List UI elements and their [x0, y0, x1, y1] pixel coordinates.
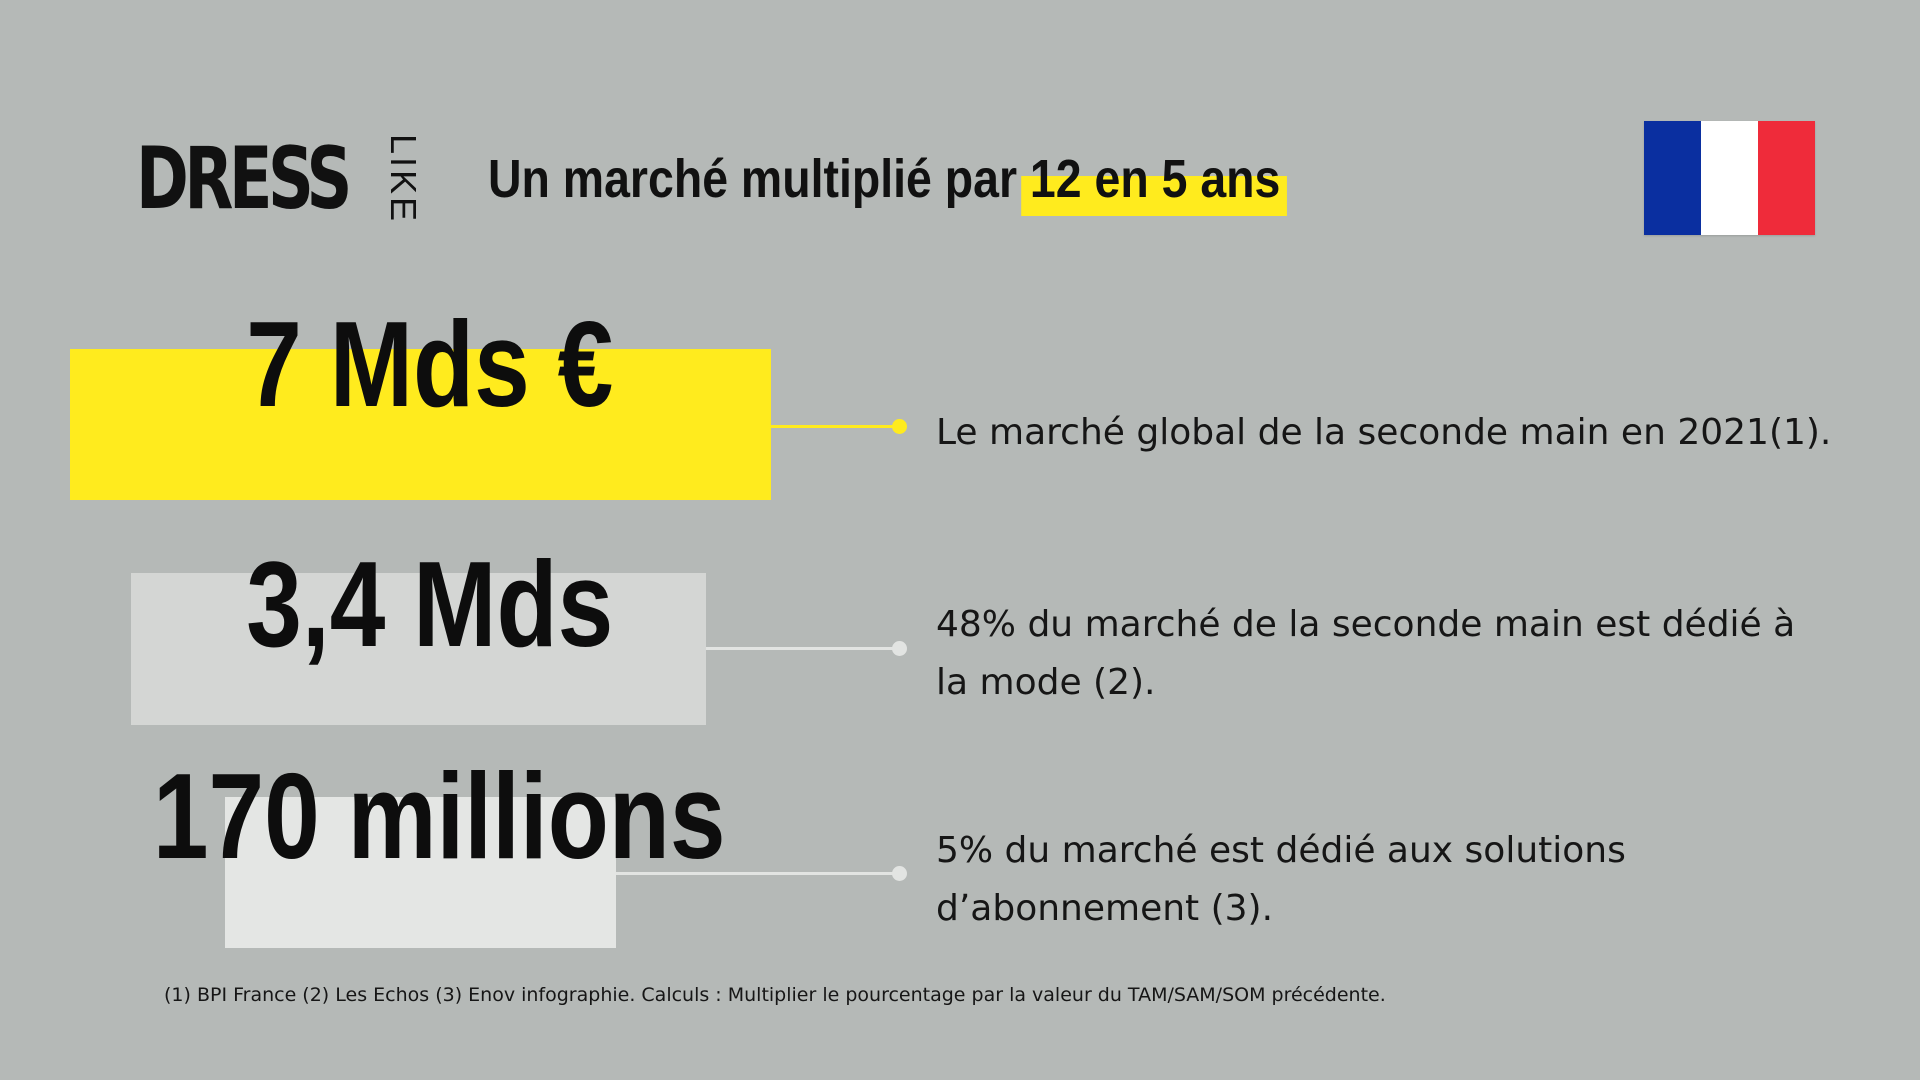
sources-footnote: (1) BPI France (2) Les Echos (3) Enov in…	[164, 984, 1386, 1006]
connector-dot-3	[892, 866, 907, 881]
stat-connector-1	[771, 419, 907, 434]
stat-description-3: 5% du marché est dédié aux solutions d’a…	[936, 830, 1626, 929]
stat-value-1: 7 Mds €	[130, 303, 730, 425]
stat-bar-2	[131, 573, 706, 725]
logo-wordmark: DRESS	[136, 129, 352, 229]
stat-bar-1	[70, 349, 771, 500]
logo-side-text-wrap: LIKE	[358, 134, 448, 224]
dress-like-logo: DRESS LIKE	[136, 134, 446, 224]
title-prefix: Un marché multiplié par	[488, 149, 1030, 209]
flag-white-stripe	[1701, 121, 1758, 235]
title-text: Un marché multiplié par 12 en 5 ans	[488, 148, 1288, 216]
stat-connector-3	[616, 866, 907, 881]
flag-blue-stripe	[1644, 121, 1701, 235]
france-flag-icon	[1644, 121, 1815, 235]
logo-side-text: LIKE	[383, 133, 424, 225]
stat-connector-2	[706, 641, 907, 656]
stat-bar-3	[225, 797, 616, 948]
connector-dot-2	[892, 641, 907, 656]
stat-value-2: 3,4 Mds	[130, 543, 730, 665]
stat-description-1: Le marché global de la seconde main en 2…	[936, 412, 1832, 453]
page-title: Un marché multiplié par 12 en 5 ans	[488, 140, 1409, 218]
stat-value-3-text: 170 millions	[152, 748, 726, 884]
stat-value-3: 170 millions	[90, 755, 750, 877]
connector-dot-1	[892, 419, 907, 434]
flag-red-stripe	[1758, 121, 1815, 235]
title-highlight: 12 en 5 ans	[1021, 149, 1288, 216]
stat-value-1-text: 7 Mds €	[246, 296, 614, 432]
stat-description-2: 48% du marché de la seconde main est déd…	[936, 604, 1796, 703]
stat-value-2-text: 3,4 Mds	[246, 536, 614, 672]
